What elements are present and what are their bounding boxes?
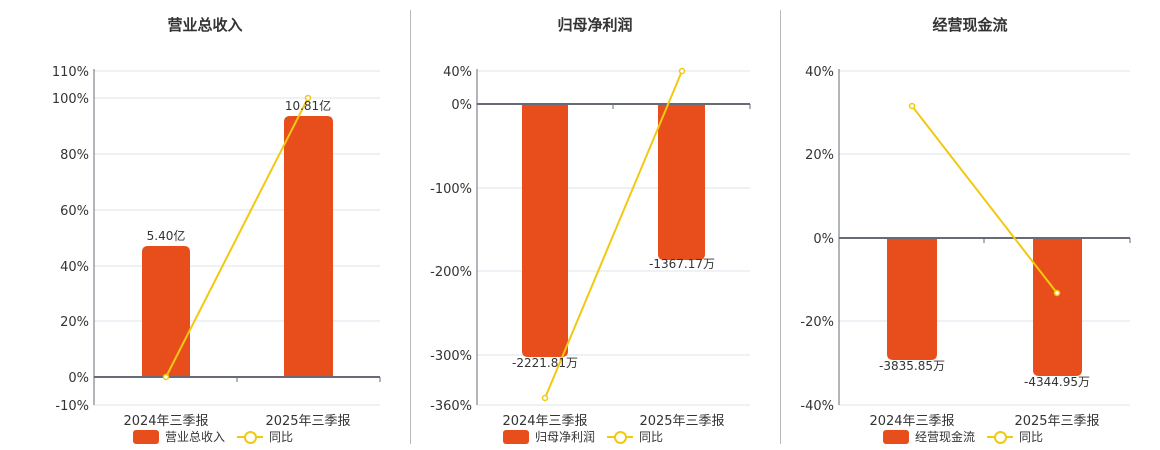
revenue-chart-plot: 110% 100% 80% 60% 40% 20% 0% -10% 5.40亿 … bbox=[52, 65, 381, 429]
yoy-line bbox=[911, 105, 1058, 294]
yoy-line bbox=[544, 70, 683, 399]
svg-text:10.81亿: 10.81亿 bbox=[285, 98, 331, 113]
yoy-line bbox=[165, 97, 309, 378]
legend-bar-label[interactable]: 经营现金流 bbox=[915, 430, 976, 444]
legend-bar-swatch bbox=[503, 429, 529, 444]
net-profit-chart-panel: 归母净利润 40% 0% -100% -200% bbox=[410, 0, 780, 450]
svg-text:-40%: -40% bbox=[800, 399, 834, 414]
legend-line-swatch bbox=[237, 430, 264, 444]
bar-2024 bbox=[522, 104, 568, 357]
svg-text:-360%: -360% bbox=[430, 399, 472, 414]
svg-text:20%: 20% bbox=[60, 315, 89, 330]
revenue-chart-panel: 营业总收入 110% 100% 80% 60% 40% bbox=[0, 0, 410, 450]
svg-text:100%: 100% bbox=[52, 92, 89, 107]
svg-text:2024年三季报: 2024年三季报 bbox=[502, 414, 587, 429]
net-profit-chart-plot: 40% 0% -100% -200% -300% -360% -2221.81万… bbox=[430, 65, 751, 429]
svg-text:-10%: -10% bbox=[55, 399, 89, 414]
svg-text:0%: 0% bbox=[813, 232, 834, 247]
svg-text:40%: 40% bbox=[60, 260, 89, 275]
legend-line-swatch bbox=[607, 430, 634, 444]
svg-text:-200%: -200% bbox=[430, 265, 472, 280]
bar-2024 bbox=[142, 246, 190, 377]
chart-legend[interactable]: 归母净利润 同比 bbox=[503, 428, 663, 445]
legend-line-label[interactable]: 同比 bbox=[1019, 430, 1044, 444]
panel-divider bbox=[780, 10, 781, 444]
operating-cashflow-chart-plot: 40% 20% 0% -20% -40% -3835.85万 -4344.95万… bbox=[800, 65, 1131, 429]
svg-text:2024年三季报: 2024年三季报 bbox=[869, 414, 954, 429]
legend-line-swatch bbox=[987, 430, 1014, 444]
svg-text:2025年三季报: 2025年三季报 bbox=[639, 414, 724, 429]
svg-text:40%: 40% bbox=[805, 65, 834, 80]
legend-bar-label[interactable]: 归母净利润 bbox=[535, 430, 596, 444]
chart-title: 营业总收入 bbox=[167, 16, 243, 34]
svg-text:-1367.17万: -1367.17万 bbox=[649, 257, 715, 271]
svg-text:110%: 110% bbox=[52, 65, 89, 80]
svg-text:-4344.95万: -4344.95万 bbox=[1024, 375, 1090, 389]
chart-title: 经营现金流 bbox=[932, 16, 1008, 34]
svg-text:0%: 0% bbox=[68, 371, 89, 386]
panel-divider bbox=[410, 10, 411, 444]
chart-legend[interactable]: 营业总收入 同比 bbox=[133, 428, 293, 445]
svg-text:-2221.81万: -2221.81万 bbox=[512, 356, 578, 370]
svg-text:2024年三季报: 2024年三季报 bbox=[123, 414, 208, 429]
svg-text:80%: 80% bbox=[60, 148, 89, 163]
svg-text:40%: 40% bbox=[443, 65, 472, 80]
svg-text:60%: 60% bbox=[60, 204, 89, 219]
svg-text:2025年三季报: 2025年三季报 bbox=[1014, 414, 1099, 429]
svg-text:-300%: -300% bbox=[430, 349, 472, 364]
bar-2025 bbox=[284, 116, 333, 377]
legend-bar-label[interactable]: 营业总收入 bbox=[165, 430, 226, 444]
chart-title: 归母净利润 bbox=[557, 16, 633, 34]
legend-line-label[interactable]: 同比 bbox=[639, 430, 664, 444]
bar-2025 bbox=[658, 104, 705, 260]
operating-cashflow-chart-panel: 经营现金流 40% 20% 0% -20% -40% bbox=[780, 0, 1160, 450]
svg-text:-100%: -100% bbox=[430, 182, 472, 197]
svg-text:0%: 0% bbox=[451, 98, 472, 113]
bar-2024 bbox=[887, 238, 937, 360]
svg-text:5.40亿: 5.40亿 bbox=[147, 228, 186, 243]
svg-text:-3835.85万: -3835.85万 bbox=[879, 359, 945, 373]
legend-bar-swatch bbox=[133, 429, 159, 444]
legend-line-label[interactable]: 同比 bbox=[269, 430, 294, 444]
bar-2025 bbox=[1033, 238, 1082, 376]
chart-legend[interactable]: 经营现金流 同比 bbox=[883, 428, 1043, 445]
svg-text:20%: 20% bbox=[805, 148, 834, 163]
svg-text:2025年三季报: 2025年三季报 bbox=[265, 414, 350, 429]
legend-bar-swatch bbox=[883, 429, 909, 444]
svg-text:-20%: -20% bbox=[800, 315, 834, 330]
